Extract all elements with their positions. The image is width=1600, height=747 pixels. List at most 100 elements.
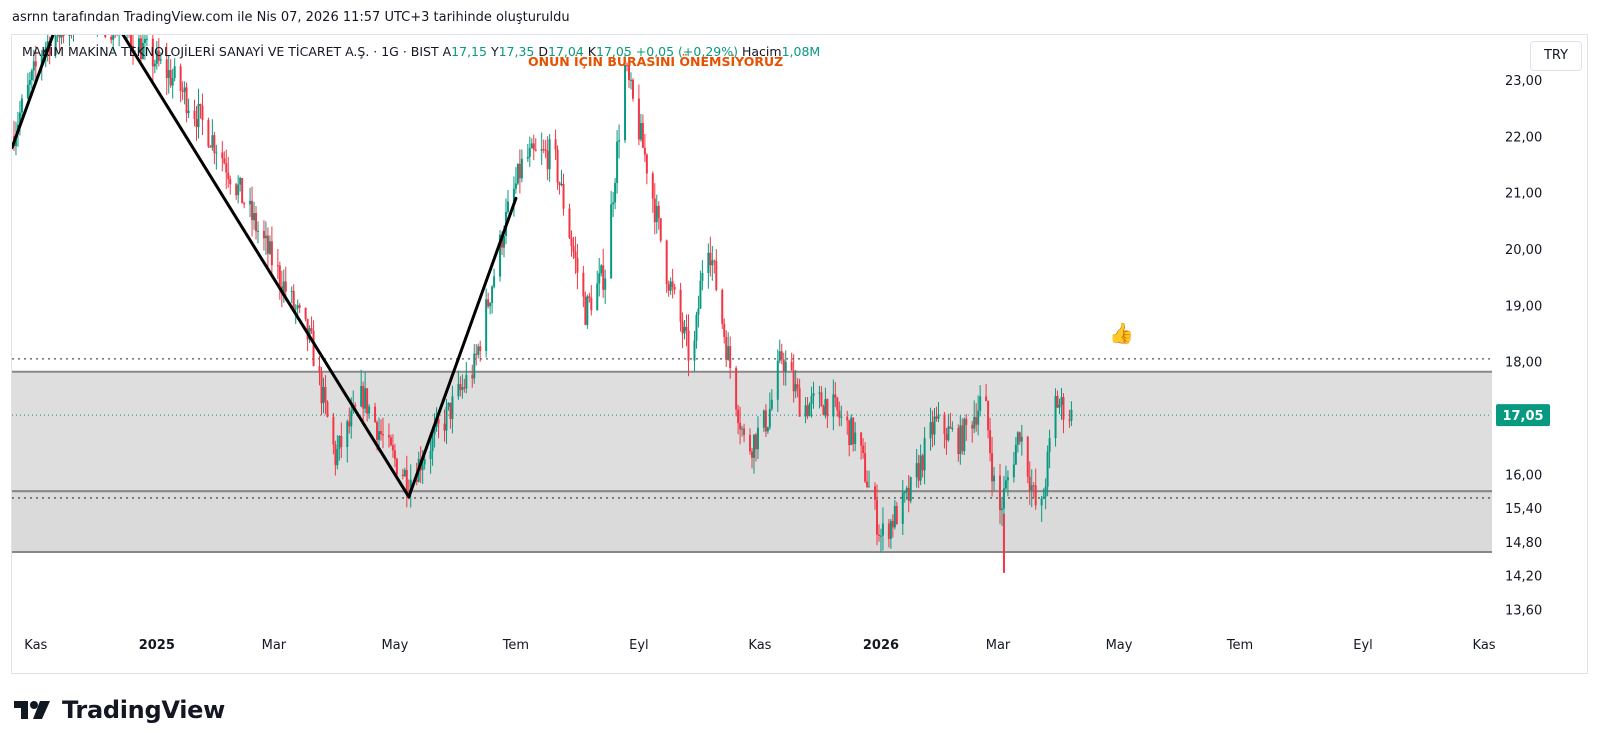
candle-body <box>641 123 644 148</box>
candle-body <box>699 280 702 309</box>
candle-body <box>463 387 466 389</box>
candle-body <box>965 418 968 425</box>
candle-body <box>979 396 982 411</box>
x-tick-label: May <box>1106 638 1133 653</box>
candle-body <box>44 46 47 52</box>
candle-body <box>340 435 343 448</box>
tradingview-logo[interactable]: TradingView <box>14 696 225 724</box>
candle-body <box>631 79 634 99</box>
y-tick-label: 21,00 <box>1505 187 1542 202</box>
candle-body <box>71 29 73 30</box>
candle-body <box>506 201 509 212</box>
candle-body <box>473 353 476 379</box>
candle-body <box>405 469 408 493</box>
y-tick-label: 18,00 <box>1505 356 1542 371</box>
x-tick-label: Tem <box>502 638 529 653</box>
candle-body <box>860 432 863 446</box>
candle-body <box>576 257 579 273</box>
candle-body <box>294 308 297 310</box>
candle-body <box>364 388 367 409</box>
candle-body <box>354 404 357 407</box>
candle-body <box>195 118 198 128</box>
dotted-levels <box>12 358 1492 499</box>
candle-body <box>957 428 960 455</box>
candle-body <box>929 422 932 439</box>
candle-body <box>824 399 827 415</box>
candle-body <box>485 299 488 351</box>
candle-body <box>596 283 599 311</box>
candle-body <box>727 346 730 360</box>
candle-body <box>725 336 728 360</box>
candle-body <box>366 388 369 414</box>
candle-body <box>518 163 521 179</box>
currency-button[interactable]: TRY <box>1530 41 1582 71</box>
candle-body <box>296 305 299 309</box>
candle-body <box>729 346 732 368</box>
candle-body <box>947 426 950 441</box>
candle-body <box>695 314 698 341</box>
candle-body <box>270 241 273 266</box>
candle-body <box>973 416 976 429</box>
change-value: +0,05 (+0,29%) <box>635 44 738 59</box>
candle-body <box>1060 397 1063 405</box>
candle-body <box>673 286 676 290</box>
candle-body <box>645 154 648 174</box>
candle-body <box>68 35 71 37</box>
candle-body <box>792 370 795 392</box>
candle-body <box>887 523 890 539</box>
candle-body <box>562 183 565 209</box>
candle-body <box>409 479 412 495</box>
candle-body <box>249 200 252 205</box>
candle-body <box>683 326 686 334</box>
candle-body <box>854 432 857 445</box>
candle-body <box>46 41 49 47</box>
candle-body <box>751 451 753 458</box>
candle-body <box>838 410 841 418</box>
candle-body <box>326 401 329 417</box>
candle-body <box>951 428 954 430</box>
candle-body <box>874 486 877 500</box>
candle-body <box>679 289 682 322</box>
candle-body <box>96 14 98 29</box>
candle-body <box>554 139 557 150</box>
candle-body <box>784 361 787 372</box>
candle-body <box>1068 419 1071 421</box>
y-tick-label: 19,00 <box>1505 299 1542 314</box>
candle-body <box>548 139 551 170</box>
last-price-tag <box>1496 404 1550 427</box>
candle-body <box>659 218 662 241</box>
candle-body <box>445 406 448 431</box>
candle-body <box>229 179 232 185</box>
candle-body <box>697 308 700 315</box>
candle-body <box>257 230 260 232</box>
candle-body <box>685 326 688 331</box>
candle-body <box>167 70 170 79</box>
candle-body <box>637 98 640 140</box>
candle-body <box>137 38 140 53</box>
candle-body <box>610 204 613 279</box>
candle-body <box>429 451 432 460</box>
candle-body <box>780 351 783 360</box>
candle-body <box>227 172 230 180</box>
candle-body <box>905 488 908 493</box>
candle-body <box>179 66 182 91</box>
candle-body <box>276 265 279 267</box>
candle-body <box>834 394 837 398</box>
candle-body <box>199 104 202 106</box>
candle-body <box>437 418 440 424</box>
x-tick-label: Mar <box>986 638 1011 653</box>
candle-body <box>624 65 627 141</box>
price-chart[interactable]: 23,00 22,00 21,00 20,00 19,00 18,00 16,00 15,40… <box>0 0 1600 690</box>
candle-body <box>528 148 531 158</box>
candle-body <box>1042 496 1045 499</box>
candle-body <box>1004 480 1007 489</box>
tradingview-logo-icon <box>14 701 50 719</box>
candle-body <box>491 286 494 303</box>
candle-body <box>818 392 821 394</box>
candle-body <box>201 105 204 120</box>
candle-body <box>306 319 309 340</box>
candle-body <box>209 146 212 148</box>
candle-body <box>945 434 948 441</box>
support-zones <box>12 370 1492 554</box>
candle-body <box>318 366 321 373</box>
